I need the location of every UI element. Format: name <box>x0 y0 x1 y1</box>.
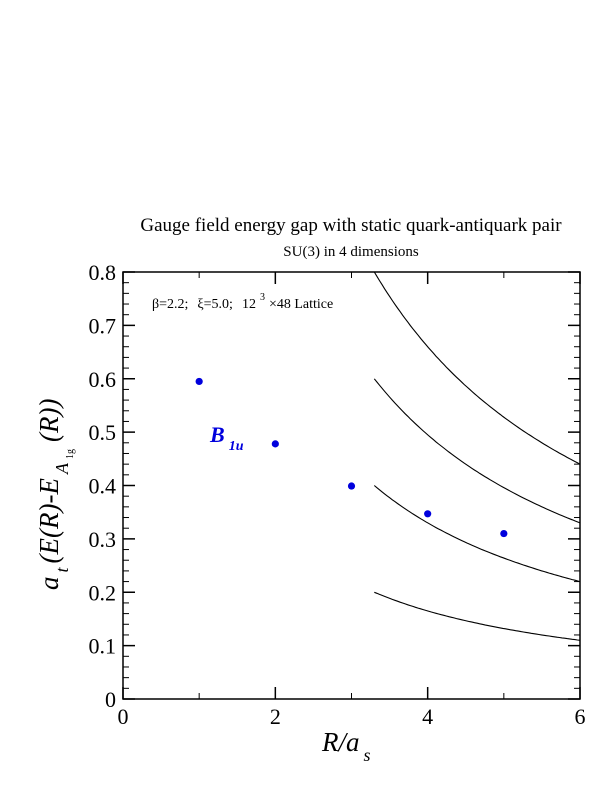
lattice-annotation: β=2.2; ξ=5.0; 12 3 ×48 Lattice <box>152 287 333 312</box>
data-point <box>424 510 432 518</box>
y-tick-label: 0 <box>105 687 116 712</box>
data-point <box>500 529 508 538</box>
y-tick-label: 0.5 <box>89 420 117 445</box>
chart-subtitle: SU(3) in 4 dimensions <box>283 244 419 260</box>
data-point <box>271 440 279 448</box>
x-axis: 0 2 4 6 <box>118 272 586 729</box>
chart-title: Gauge field energy gap with static quark… <box>140 215 562 236</box>
x-tick-label: 4 <box>422 704 433 729</box>
reference-curve-3 <box>373 378 581 524</box>
reference-curve-2 <box>373 485 581 583</box>
y-tick-label: 0.3 <box>89 527 117 552</box>
data-point <box>195 377 203 386</box>
x-axis-label: R/a s <box>321 727 371 765</box>
series-label-b1u: B 1u <box>209 422 244 454</box>
reference-curves <box>373 271 581 641</box>
x-tick-label: 6 <box>575 704 586 729</box>
data-points <box>195 377 508 538</box>
y-tick-label: 0.6 <box>89 367 117 392</box>
y-tick-label: 0.1 <box>89 634 117 659</box>
x-tick-label: 2 <box>270 704 281 729</box>
y-axis-label: a t (E(R)-E A 1g (R)) <box>34 399 77 590</box>
data-point <box>347 482 356 490</box>
reference-curve-1 <box>374 591 581 641</box>
y-tick-label: 0.8 <box>89 260 117 285</box>
reference-curve-4 <box>373 271 581 465</box>
y-tick-label: 0.2 <box>89 580 117 605</box>
y-tick-label: 0.4 <box>89 474 117 499</box>
y-axis: 0 0.1 0.2 0.3 0.4 0.5 0.6 0.7 0.8 <box>89 260 580 712</box>
x-tick-label: 0 <box>118 704 129 729</box>
y-tick-label: 0.7 <box>89 313 117 338</box>
